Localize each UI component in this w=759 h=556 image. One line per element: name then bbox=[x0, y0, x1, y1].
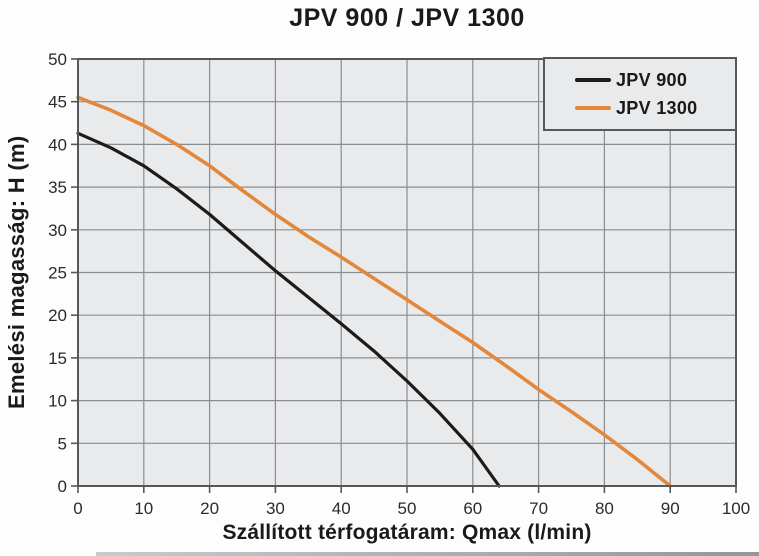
legend-label-jpv900: JPV 900 bbox=[616, 69, 688, 90]
jpv1300-line-swatch-icon bbox=[575, 106, 611, 110]
svg-text:25: 25 bbox=[48, 264, 67, 283]
legend-item-jpv1300: JPV 1300 bbox=[575, 98, 735, 119]
svg-text:5: 5 bbox=[58, 434, 67, 453]
svg-text:40: 40 bbox=[332, 499, 351, 518]
svg-text:50: 50 bbox=[398, 499, 417, 518]
legend-label-jpv1300: JPV 1300 bbox=[616, 97, 698, 118]
svg-text:50: 50 bbox=[48, 50, 67, 69]
svg-text:10: 10 bbox=[134, 499, 153, 518]
svg-text:35: 35 bbox=[48, 178, 67, 197]
svg-text:30: 30 bbox=[266, 499, 285, 518]
svg-text:0: 0 bbox=[73, 499, 82, 518]
svg-text:15: 15 bbox=[48, 349, 67, 368]
chart-title: JPV 900 / JPV 1300 bbox=[289, 4, 525, 32]
svg-text:40: 40 bbox=[48, 135, 67, 154]
svg-text:30: 30 bbox=[48, 221, 67, 240]
svg-text:20: 20 bbox=[48, 306, 67, 325]
legend-item-jpv900: JPV 900 bbox=[575, 70, 735, 91]
legend: JPV 900 JPV 1300 bbox=[543, 57, 737, 131]
svg-text:60: 60 bbox=[463, 499, 482, 518]
jpv900-line-swatch-icon bbox=[575, 78, 611, 82]
svg-text:70: 70 bbox=[529, 499, 548, 518]
page-edge-artifact bbox=[96, 552, 759, 556]
svg-text:45: 45 bbox=[48, 93, 67, 112]
svg-text:80: 80 bbox=[595, 499, 614, 518]
svg-text:20: 20 bbox=[200, 499, 219, 518]
svg-text:0: 0 bbox=[58, 477, 67, 496]
svg-text:100: 100 bbox=[722, 499, 750, 518]
x-axis-label: Szállított térfogatáram: Qmax (l/min) bbox=[222, 521, 592, 544]
svg-text:10: 10 bbox=[48, 392, 67, 411]
svg-text:90: 90 bbox=[661, 499, 680, 518]
